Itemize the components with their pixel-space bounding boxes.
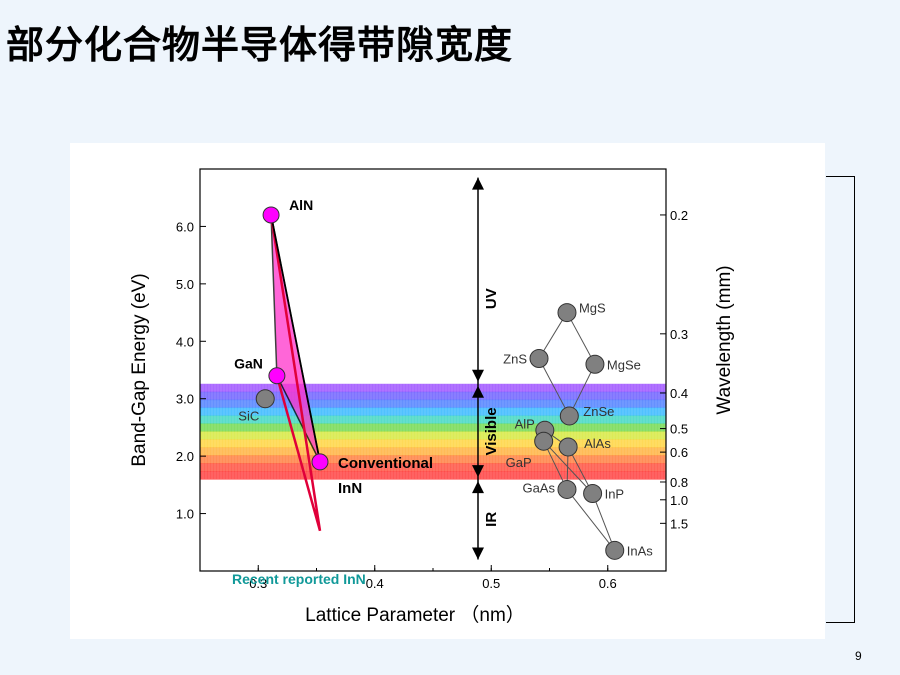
compound-point (255, 389, 275, 409)
x-axis-label: Lattice Parameter （nm） (305, 604, 525, 626)
side-bracket (826, 176, 855, 623)
y2-tick-label: 0.6 (670, 445, 688, 460)
nitride-point (268, 367, 286, 385)
point-label: ZnSe (583, 404, 614, 419)
spectrum-stripe (200, 391, 666, 401)
compound-point (605, 540, 625, 560)
recent-inn-label: Recent reported InN (232, 571, 366, 587)
region-label: IR (483, 512, 500, 527)
point-label: AlN (289, 197, 313, 213)
compound-point (557, 303, 577, 323)
spectrum-stripe (200, 439, 666, 448)
x-tick-label: 0.6 (599, 576, 617, 591)
uv-top-arrowhead (472, 177, 484, 190)
chart-texts: 0.3 0.4 0.5 0.6 1.0 2.0 3.0 4.0 5.0 6.0 0.2 0.3 0.4 0… (129, 197, 735, 626)
y2-axis-label: Wavelength (mm) (714, 265, 735, 414)
compound-connection (568, 364, 596, 417)
point-label: InP (605, 486, 625, 501)
recent-inn-line (269, 214, 322, 532)
spectrum-stripe (200, 431, 666, 440)
compound-point (558, 437, 578, 457)
spectrum-stripe (200, 415, 666, 425)
ir-bottom-arrowhead (472, 481, 484, 494)
slide-title: 部分化合物半导体得带隙宽度 (6, 23, 514, 67)
y-tick-label: 2.0 (176, 449, 194, 464)
visible-top-arrowhead (472, 369, 484, 382)
point-label: GaP (506, 455, 532, 470)
aln-inn-line (270, 214, 321, 463)
x-tick-label: 0.4 (366, 576, 384, 591)
compound-connection (566, 312, 596, 365)
y2-tick-label: 0.2 (670, 208, 688, 223)
spectrum-stripe (200, 447, 666, 456)
point-label: InAs (627, 543, 654, 558)
inn-label: InN (338, 480, 362, 497)
y2-tick-label: 0.5 (670, 422, 688, 437)
compound-connection (566, 489, 616, 551)
compound-point (585, 354, 605, 374)
ir-top-arrowhead (472, 465, 484, 478)
y2-tick-label: 1.0 (670, 493, 688, 508)
point-label: ZnS (503, 352, 527, 367)
y2-tick-label: 0.3 (670, 327, 688, 342)
band-gap-chart: 0.3 0.4 0.5 0.6 1.0 2.0 3.0 4.0 5.0 6.0 0.2 0.3 0.4 0… (129, 168, 735, 626)
region-label: UV (483, 288, 500, 309)
compound-point (583, 483, 603, 503)
y2-tick-label: 0.4 (670, 386, 688, 401)
compound-connection (538, 358, 570, 417)
spectrum-stripe (200, 471, 666, 480)
spectrum-stripe (200, 455, 666, 464)
x-tick-label: 0.3 (249, 576, 267, 591)
y-tick-label: 6.0 (176, 219, 194, 234)
y-tick-label: 1.0 (176, 507, 194, 522)
point-label: MgS (579, 301, 606, 316)
spectrum-stripe (200, 463, 666, 472)
point-label: AlAs (584, 436, 611, 451)
page-number: 9 (855, 649, 862, 663)
point-label: MgSe (607, 357, 641, 372)
conventional-label: Conventional (338, 455, 433, 472)
y-tick-label: 3.0 (176, 392, 194, 407)
compound-connection (592, 493, 616, 551)
compound-connection (543, 440, 593, 494)
spectrum-stripe (200, 407, 666, 417)
spectrum-band (199, 383, 666, 480)
point-label: GaN (234, 356, 263, 372)
point-label: AlP (515, 416, 535, 431)
compound-point (529, 349, 549, 369)
chart-axes (199, 168, 667, 572)
region-label: Visible (483, 407, 500, 455)
y-axis-label: Band-Gap Energy (eV) (129, 273, 150, 466)
nitride-point (262, 206, 280, 224)
x-tick-label: 0.5 (482, 576, 500, 591)
point-label: GaAs (522, 480, 555, 495)
data-points (255, 206, 625, 560)
spectrum-stripe (200, 383, 666, 393)
nitride-point (311, 453, 329, 471)
compound-point (559, 406, 579, 426)
compound-point (534, 431, 554, 451)
visible-bottom-arrowhead (472, 385, 484, 398)
band-gap-figure: 0.3 0.4 0.5 0.6 1.0 2.0 3.0 4.0 5.0 6.0 0.2 0.3 0.4 0… (70, 143, 825, 639)
y2-tick-label: 0.8 (670, 475, 688, 490)
spectrum-stripe (200, 423, 666, 432)
ir-bottom-arrowhead (472, 547, 484, 560)
y2-tick-label: 1.5 (670, 516, 688, 531)
compound-point (557, 479, 577, 499)
y-tick-label: 4.0 (176, 334, 194, 349)
spectrum-stripe (200, 399, 666, 409)
point-label: SiC (238, 409, 259, 424)
y-tick-label: 5.0 (176, 277, 194, 292)
connection-lines (269, 214, 616, 551)
